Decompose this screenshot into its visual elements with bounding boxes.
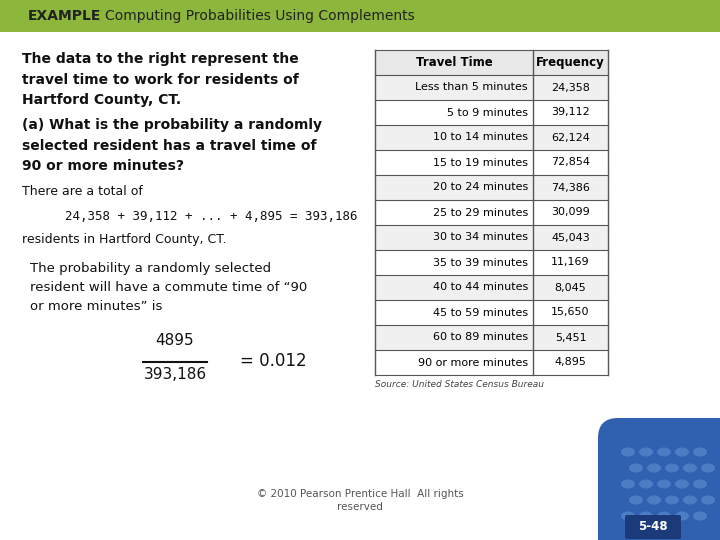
Text: 5,451: 5,451 — [554, 333, 586, 342]
Text: 39,112: 39,112 — [551, 107, 590, 118]
Text: 11,169: 11,169 — [552, 258, 590, 267]
Text: 45 to 59 minutes: 45 to 59 minutes — [433, 307, 528, 318]
Text: 30,099: 30,099 — [551, 207, 590, 218]
Bar — [375, 200, 608, 225]
Text: 15 to 19 minutes: 15 to 19 minutes — [433, 158, 528, 167]
Text: The data to the right represent the
travel time to work for residents of
Hartfor: The data to the right represent the trav… — [22, 52, 299, 107]
Bar — [375, 125, 608, 150]
Ellipse shape — [683, 463, 697, 472]
Text: 20 to 24 minutes: 20 to 24 minutes — [433, 183, 528, 192]
Ellipse shape — [647, 463, 661, 472]
Ellipse shape — [693, 511, 707, 521]
Text: 60 to 89 minutes: 60 to 89 minutes — [433, 333, 528, 342]
Text: 8,045: 8,045 — [554, 282, 586, 293]
Text: 5-48: 5-48 — [638, 521, 668, 534]
Bar — [375, 350, 608, 375]
Ellipse shape — [629, 496, 643, 504]
Bar — [375, 325, 608, 350]
Bar — [375, 300, 608, 325]
Text: © 2010 Pearson Prentice Hall  All rights
reserved: © 2010 Pearson Prentice Hall All rights … — [256, 489, 464, 512]
Text: 30 to 34 minutes: 30 to 34 minutes — [433, 233, 528, 242]
Text: Travel Time: Travel Time — [415, 56, 492, 69]
Text: residents in Hartford County, CT.: residents in Hartford County, CT. — [22, 233, 227, 246]
Text: 62,124: 62,124 — [551, 132, 590, 143]
Text: The probability a randomly selected
resident will have a commute time of “90
or : The probability a randomly selected resi… — [30, 262, 307, 313]
Ellipse shape — [701, 463, 715, 472]
Bar — [375, 225, 608, 250]
Text: 40 to 44 minutes: 40 to 44 minutes — [433, 282, 528, 293]
Bar — [375, 150, 608, 175]
Ellipse shape — [675, 511, 689, 521]
Text: 4,895: 4,895 — [554, 357, 586, 368]
Text: (a) What is the probability a randomly
selected resident has a travel time of
90: (a) What is the probability a randomly s… — [22, 118, 322, 173]
Ellipse shape — [665, 463, 679, 472]
Bar — [375, 275, 608, 300]
Ellipse shape — [647, 496, 661, 504]
Text: 24,358 + 39,112 + ... + 4,895 = 393,186: 24,358 + 39,112 + ... + 4,895 = 393,186 — [65, 210, 358, 223]
Ellipse shape — [657, 480, 671, 489]
Ellipse shape — [675, 480, 689, 489]
Text: Source: United States Census Bureau: Source: United States Census Bureau — [375, 380, 544, 389]
Text: 24,358: 24,358 — [551, 83, 590, 92]
Ellipse shape — [683, 496, 697, 504]
Ellipse shape — [701, 496, 715, 504]
Bar — [375, 50, 608, 75]
Bar — [375, 100, 608, 125]
Text: 393,186: 393,186 — [143, 367, 207, 382]
Text: 4895: 4895 — [156, 333, 194, 348]
Text: 5 to 9 minutes: 5 to 9 minutes — [447, 107, 528, 118]
Text: There are a total of: There are a total of — [22, 185, 143, 198]
Ellipse shape — [657, 448, 671, 456]
FancyBboxPatch shape — [598, 418, 720, 540]
Text: Less than 5 minutes: Less than 5 minutes — [415, 83, 528, 92]
Ellipse shape — [639, 480, 653, 489]
Text: 72,854: 72,854 — [551, 158, 590, 167]
Bar — [0, 0, 720, 32]
Ellipse shape — [621, 480, 635, 489]
Ellipse shape — [693, 448, 707, 456]
Ellipse shape — [693, 480, 707, 489]
Text: 25 to 29 minutes: 25 to 29 minutes — [433, 207, 528, 218]
Text: 10 to 14 minutes: 10 to 14 minutes — [433, 132, 528, 143]
Ellipse shape — [665, 496, 679, 504]
Text: 90 or more minutes: 90 or more minutes — [418, 357, 528, 368]
Ellipse shape — [639, 448, 653, 456]
Ellipse shape — [621, 448, 635, 456]
Text: Frequency: Frequency — [536, 56, 605, 69]
Ellipse shape — [657, 511, 671, 521]
Text: 74,386: 74,386 — [551, 183, 590, 192]
Text: Computing Probabilities Using Complements: Computing Probabilities Using Complement… — [105, 9, 415, 23]
Ellipse shape — [629, 463, 643, 472]
Text: 35 to 39 minutes: 35 to 39 minutes — [433, 258, 528, 267]
FancyBboxPatch shape — [625, 515, 681, 539]
Text: EXAMPLE: EXAMPLE — [28, 9, 102, 23]
Text: = 0.012: = 0.012 — [240, 352, 307, 370]
Text: 15,650: 15,650 — [552, 307, 590, 318]
Bar — [375, 75, 608, 100]
Ellipse shape — [639, 511, 653, 521]
Bar — [375, 175, 608, 200]
Bar — [375, 250, 608, 275]
Ellipse shape — [675, 448, 689, 456]
Text: 45,043: 45,043 — [551, 233, 590, 242]
Ellipse shape — [621, 511, 635, 521]
